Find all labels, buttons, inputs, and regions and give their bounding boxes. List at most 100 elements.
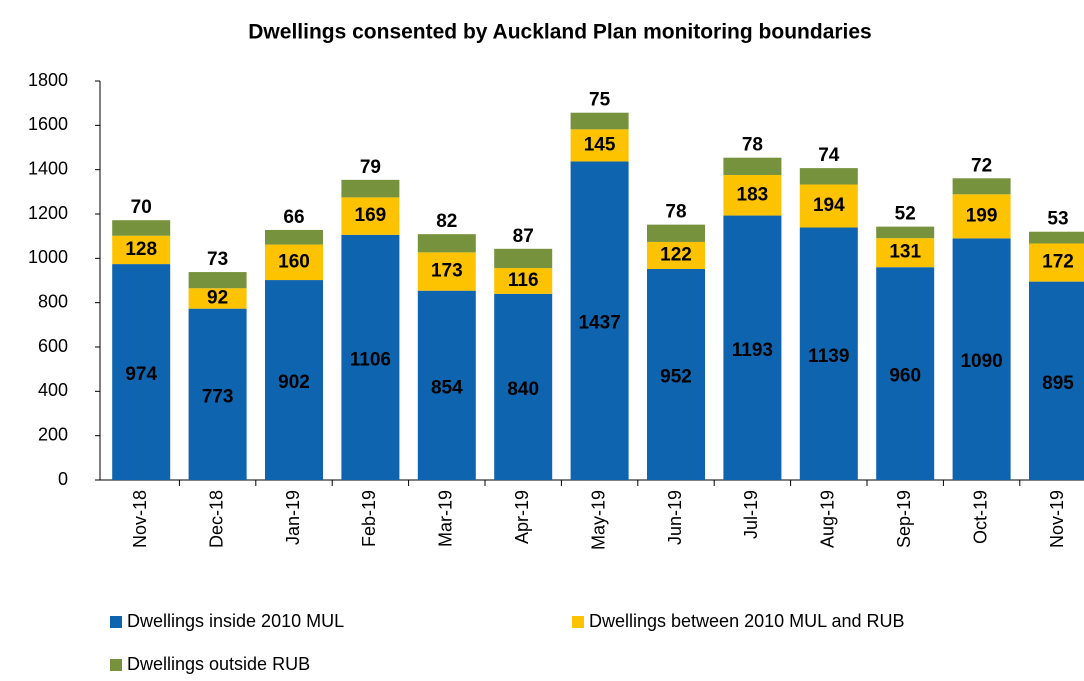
bar-segment — [188, 288, 247, 309]
y-tick-label: 1600 — [28, 114, 68, 134]
data-label: 172 — [1042, 252, 1074, 273]
legend-swatch — [572, 616, 584, 628]
x-tick-label: Jun-19 — [665, 490, 685, 545]
x-tick-label: Jul-19 — [741, 490, 761, 539]
data-label: 1090 — [960, 351, 1002, 372]
legend-label: Dwellings outside RUB — [127, 654, 310, 674]
bar-segment — [570, 161, 629, 480]
data-label: 131 — [889, 242, 921, 263]
bar-segment — [570, 129, 629, 162]
data-label: 66 — [283, 207, 304, 228]
data-label: 1193 — [732, 340, 773, 361]
x-tick-label: Sep-19 — [894, 490, 914, 548]
x-tick-label: Nov-18 — [130, 490, 150, 548]
bar-segment — [417, 252, 476, 291]
bar-segment — [647, 224, 705, 242]
data-label: 194 — [813, 195, 845, 216]
y-tick-label: 1200 — [28, 203, 68, 223]
bar-segment — [723, 215, 782, 480]
data-label: 974 — [125, 364, 157, 385]
data-label: 160 — [278, 251, 310, 272]
bar-segment — [417, 290, 476, 480]
data-label: 73 — [207, 249, 228, 270]
bar-segment — [494, 293, 553, 480]
data-label: 902 — [278, 372, 310, 393]
data-label: 78 — [742, 135, 763, 156]
data-label: 72 — [971, 155, 992, 176]
bar-segment — [265, 280, 323, 480]
bar-segment — [341, 179, 400, 198]
data-label: 145 — [584, 134, 616, 155]
bar-segment — [952, 178, 1011, 195]
data-label: 854 — [431, 377, 463, 398]
data-label: 116 — [508, 270, 539, 291]
bar-segment — [952, 194, 1011, 239]
legend-label: Dwellings inside 2010 MUL — [127, 611, 344, 631]
data-label: 960 — [889, 366, 921, 387]
data-label: 78 — [665, 202, 686, 223]
bar-segment — [799, 184, 858, 228]
bar-segment — [570, 112, 629, 130]
x-tick-label: Feb-19 — [359, 490, 379, 547]
data-label: 773 — [202, 386, 234, 407]
y-tick-label: 1400 — [28, 158, 68, 178]
data-label: 87 — [513, 226, 534, 247]
x-tick-label: Nov-19 — [1047, 490, 1067, 548]
y-tick-label: 1000 — [28, 247, 68, 267]
bar-segment — [494, 268, 553, 294]
data-label: 1139 — [808, 346, 849, 367]
data-label: 1437 — [578, 313, 620, 334]
bar-segment — [494, 248, 553, 269]
data-label: 74 — [818, 145, 840, 166]
bar-segment — [417, 234, 476, 253]
data-label: 122 — [660, 244, 692, 265]
data-label: 53 — [1047, 209, 1068, 230]
legend-swatch — [110, 616, 122, 628]
bar-segment — [112, 220, 171, 236]
x-tick-label: Mar-19 — [436, 490, 456, 547]
bar-segment — [799, 168, 858, 185]
data-label: 82 — [436, 211, 457, 232]
bar-segment — [1029, 281, 1084, 480]
bar-segment — [876, 267, 935, 480]
legend-swatch — [110, 659, 122, 671]
y-tick-label: 800 — [38, 291, 68, 311]
data-label: 840 — [507, 379, 539, 400]
bar-segment — [112, 264, 171, 480]
bar-segment — [341, 234, 400, 480]
data-label: 952 — [660, 367, 692, 388]
data-label: 895 — [1042, 373, 1074, 394]
data-label: 52 — [895, 204, 916, 225]
data-label: 199 — [966, 205, 998, 226]
bar-segment — [876, 238, 935, 268]
y-tick-label: 0 — [58, 469, 68, 489]
x-tick-label: Aug-19 — [818, 490, 838, 548]
y-tick-label: 1800 — [28, 70, 68, 90]
chart-title: Dwellings consented by Auckland Plan mon… — [248, 21, 871, 44]
bar-segment — [1029, 243, 1084, 282]
x-tick-label: Jan-19 — [283, 490, 303, 545]
bar-segment — [265, 229, 323, 245]
bar-segment — [799, 227, 858, 480]
bar-segment — [188, 308, 247, 480]
data-label: 79 — [360, 157, 381, 178]
data-label: 183 — [737, 184, 769, 205]
bar-segment — [723, 157, 782, 175]
data-label: 169 — [355, 205, 387, 226]
x-tick-label: May-19 — [588, 490, 608, 550]
bar-segment — [876, 226, 935, 239]
y-tick-label: 400 — [38, 380, 68, 400]
bar-segment — [1029, 231, 1084, 244]
bar-segment — [341, 197, 400, 235]
data-label: 1106 — [350, 349, 391, 370]
y-tick-label: 200 — [38, 424, 68, 444]
x-tick-label: Oct-19 — [970, 490, 990, 544]
data-label: 70 — [131, 197, 152, 218]
y-tick-label: 600 — [38, 336, 68, 356]
bar-segment — [112, 235, 171, 265]
x-tick-label: Dec-18 — [206, 490, 226, 548]
data-label: 128 — [125, 239, 157, 260]
x-tick-label: Apr-19 — [512, 490, 532, 544]
bar-segment — [723, 174, 782, 216]
